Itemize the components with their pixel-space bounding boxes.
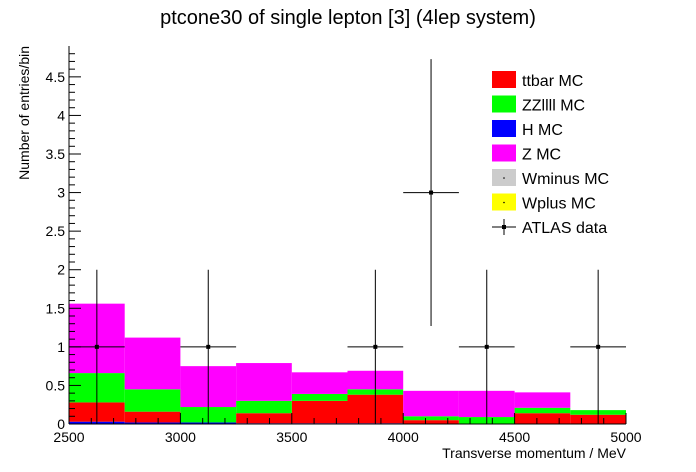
bar-z-mc-bin-6 xyxy=(403,390,459,417)
legend-marker xyxy=(502,225,506,229)
bar-zzllll-mc-bin-3 xyxy=(236,400,292,414)
data-point xyxy=(180,269,237,424)
legend-label: Wplus MC xyxy=(522,196,596,213)
y-tick-label: 3.5 xyxy=(46,146,66,162)
bar-z-mc-bin-3 xyxy=(236,363,292,401)
bar-ttbar-mc-bin-6 xyxy=(403,420,459,424)
x-tick-label: 5000 xyxy=(610,429,641,445)
data-point xyxy=(403,59,459,327)
bar-h-mc-bin-1 xyxy=(124,422,181,424)
axes: 2500 3000 3500 4000 4500 5000 0 0.5 1 1.5 2 2.5 3 3.5… xyxy=(46,46,642,445)
bar-ttbar-mc-bin-3 xyxy=(236,413,292,424)
bar-zzllll-mc-bin-6 xyxy=(403,416,459,421)
y-tick-label: 2.5 xyxy=(46,223,66,239)
x-tick-label: 3000 xyxy=(165,429,196,445)
bar-z-mc-bin-8 xyxy=(514,392,571,408)
y-tick-label: 4.5 xyxy=(46,69,66,85)
legend-swatch xyxy=(492,144,516,162)
bar-z-mc-bin-4 xyxy=(291,372,348,394)
y-tick-label: 0 xyxy=(57,416,65,432)
legend-swatch xyxy=(492,95,516,113)
legend-label: ZZllll MC xyxy=(522,98,585,115)
legend-label: ttbar MC xyxy=(522,73,583,90)
legend-label: Z MC xyxy=(522,147,561,164)
bar-zzllll-mc-bin-4 xyxy=(291,393,348,401)
y-tick-label: 2 xyxy=(57,262,65,278)
x-tick-label: 4000 xyxy=(388,429,419,445)
bar-ttbar-mc-bin-8 xyxy=(514,413,571,424)
stacked-bars xyxy=(69,303,626,424)
x-axis-label: Transverse momentum / MeV xyxy=(442,445,627,461)
legend-swatch xyxy=(492,71,516,88)
data-point xyxy=(347,269,404,424)
legend-item: Wplus MC xyxy=(492,193,596,213)
legend-item: Z MC xyxy=(492,144,561,164)
y-tick-label: 1.5 xyxy=(46,300,66,316)
bar-zzllll-mc-bin-1 xyxy=(124,389,181,412)
legend: ttbar MC ZZllll MC H MC Z MC Wminus MC Wplus … xyxy=(492,71,609,237)
legend-item: ttbar MC xyxy=(492,71,583,90)
legend-item: ATLAS data xyxy=(492,219,607,237)
legend-item: ZZllll MC xyxy=(492,95,585,115)
legend-item: Wminus MC xyxy=(492,169,609,188)
chart-title: ptcone30 of single lepton [3] (4lep syst… xyxy=(160,7,536,29)
x-tick-label: 4500 xyxy=(499,429,530,445)
data-point xyxy=(458,269,515,424)
bar-ttbar-mc-bin-4 xyxy=(291,400,348,424)
y-axis-label: Number of entries/bin xyxy=(16,46,32,180)
x-tick-label: 3500 xyxy=(276,429,307,445)
y-tick-label: 1 xyxy=(57,339,65,355)
legend-swatch xyxy=(492,120,516,137)
y-tick-label: 4 xyxy=(57,107,65,123)
y-tick-label: 3 xyxy=(57,185,65,201)
y-tick-label: 0.5 xyxy=(46,377,66,393)
legend-label: ATLAS data xyxy=(522,220,607,237)
data-point xyxy=(570,269,626,424)
legend-item: H MC xyxy=(492,120,563,139)
bar-z-mc-bin-1 xyxy=(124,337,181,390)
legend-label: Wminus MC xyxy=(522,171,609,188)
bar-ttbar-mc-bin-1 xyxy=(124,411,181,423)
legend-label: H MC xyxy=(522,122,563,139)
bar-zzllll-mc-bin-8 xyxy=(514,407,571,414)
x-tick-label: 2500 xyxy=(53,429,84,445)
